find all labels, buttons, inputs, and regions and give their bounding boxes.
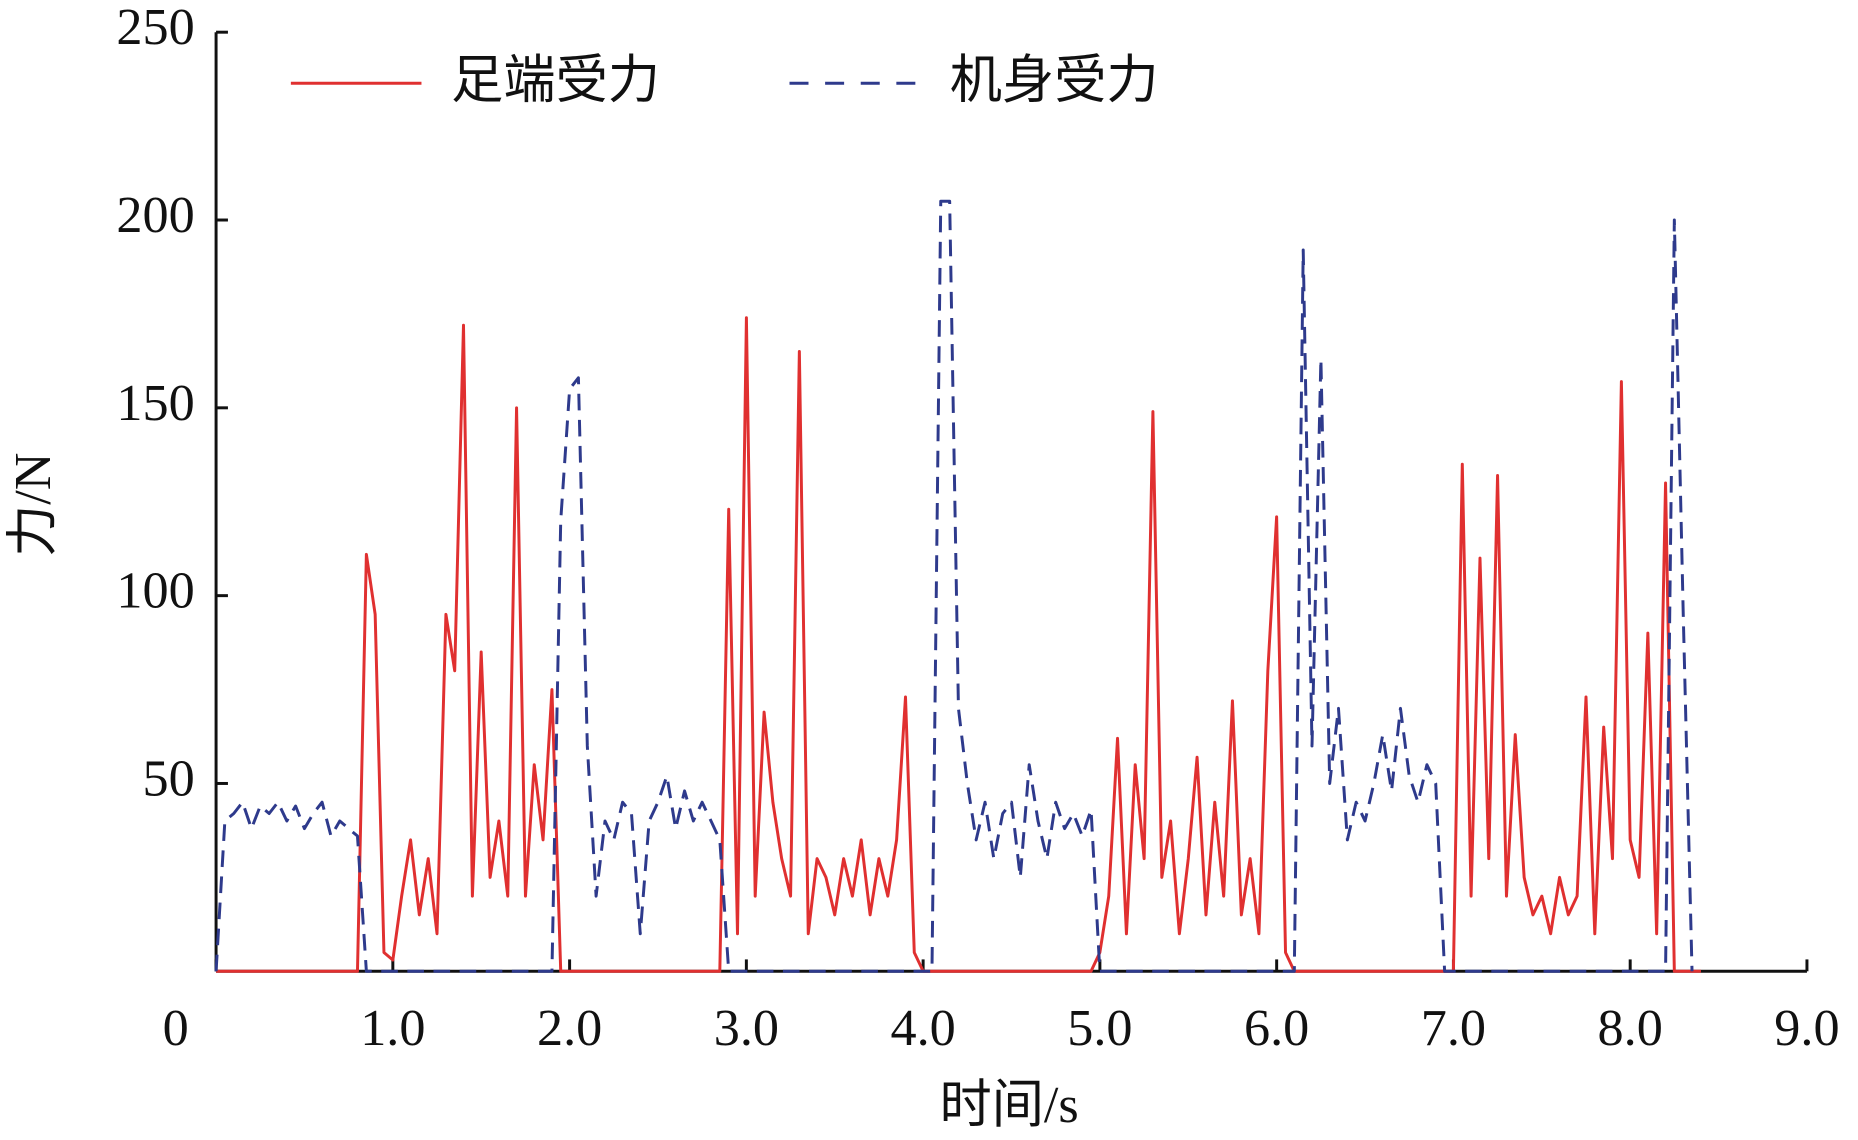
y-tick-label: 250 (116, 0, 194, 56)
y-tick-label: 50 (142, 749, 194, 807)
x-axis-title: 时间/s (939, 1076, 1078, 1134)
x-tick-label: 1.0 (360, 999, 425, 1057)
y-tick-label: 150 (116, 374, 194, 432)
x-tick-label: 0 (163, 999, 189, 1057)
x-tick-label: 7.0 (1421, 999, 1486, 1057)
x-tick-label: 4.0 (890, 999, 955, 1057)
x-tick-label: 9.0 (1774, 999, 1839, 1057)
x-tick-label: 5.0 (1067, 999, 1132, 1057)
series-line (214, 199, 1694, 973)
y-tick-label: 200 (116, 186, 194, 244)
y-tick-label: 100 (116, 562, 194, 620)
legend-label: 机身受力 (950, 52, 1159, 110)
x-tick-label: 6.0 (1244, 999, 1309, 1057)
legend-label: 足端受力 (451, 52, 660, 110)
x-tick-label: 2.0 (537, 999, 602, 1057)
x-tick-label: 3.0 (714, 999, 779, 1057)
x-tick-label: 8.0 (1598, 999, 1663, 1057)
y-axis-title: 力/N (4, 452, 62, 556)
